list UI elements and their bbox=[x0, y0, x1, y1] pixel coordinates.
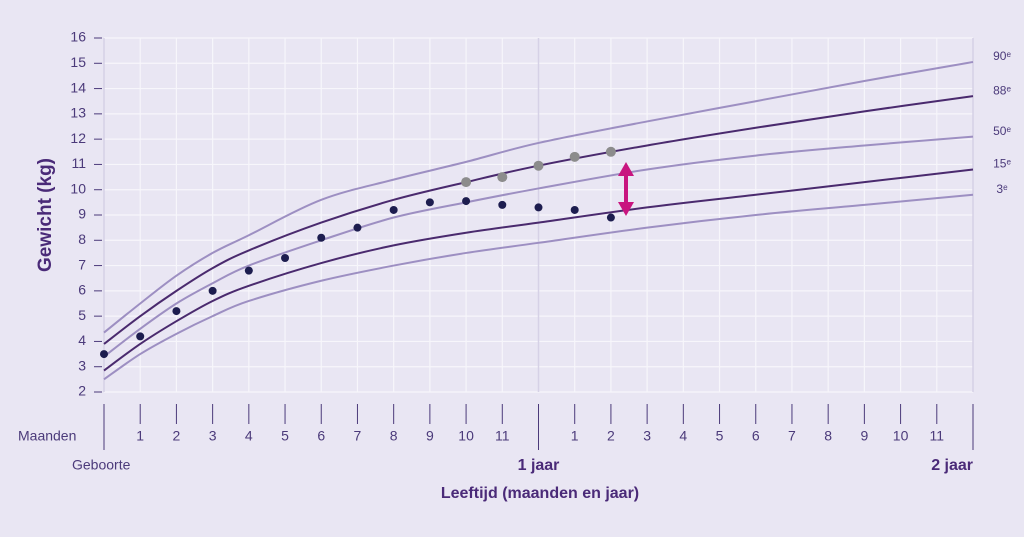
x-tick-label: 1 bbox=[571, 428, 579, 444]
x-tick-label: 11 bbox=[930, 428, 945, 444]
y-tick-label: 12 bbox=[70, 130, 86, 146]
year-label: 2 jaar bbox=[931, 457, 973, 474]
data-point bbox=[244, 266, 253, 275]
x-tick-label: 4 bbox=[245, 428, 253, 444]
year-label: 1 jaar bbox=[518, 457, 560, 474]
x-tick-label: 5 bbox=[281, 428, 289, 444]
data-point bbox=[569, 151, 580, 162]
x-tick-label: 6 bbox=[317, 428, 325, 444]
x-unit-label: Maanden bbox=[18, 428, 76, 444]
data-point bbox=[534, 203, 543, 212]
data-point bbox=[605, 146, 616, 157]
x-tick-label: 9 bbox=[860, 428, 868, 444]
x-tick-label: 1 bbox=[136, 428, 144, 444]
data-point bbox=[570, 205, 579, 214]
x-tick-label: 9 bbox=[426, 428, 434, 444]
data-point bbox=[498, 200, 507, 209]
y-tick-label: 13 bbox=[70, 105, 86, 121]
year-label: Geboorte bbox=[72, 457, 131, 473]
percentile-curve bbox=[103, 193, 974, 381]
x-tick-label: 6 bbox=[752, 428, 760, 444]
y-tick-label: 16 bbox=[70, 29, 86, 45]
data-point bbox=[533, 160, 544, 171]
curve-label: 15ᵉ bbox=[993, 157, 1011, 171]
x-tick-label: 2 bbox=[173, 428, 181, 444]
y-tick-label: 8 bbox=[78, 231, 86, 247]
y-tick-label: 6 bbox=[78, 282, 86, 298]
x-tick-label: 7 bbox=[788, 428, 796, 444]
y-tick-label: 5 bbox=[78, 307, 86, 323]
x-tick-label: 8 bbox=[824, 428, 832, 444]
y-tick-label: 4 bbox=[78, 332, 86, 348]
x-tick-label: 8 bbox=[390, 428, 398, 444]
data-point bbox=[353, 223, 362, 232]
curve-label: 50ᵉ bbox=[993, 124, 1011, 138]
curve-label: 90ᵉ bbox=[993, 49, 1011, 63]
curve-label: 3ᵉ bbox=[996, 182, 1008, 196]
data-point bbox=[461, 177, 472, 188]
x-tick-label: 2 bbox=[607, 428, 615, 444]
arrow-head bbox=[618, 162, 634, 176]
x-axis-title: Leeftijd (maanden en jaar) bbox=[441, 485, 639, 502]
y-tick-label: 15 bbox=[70, 54, 86, 70]
data-point bbox=[281, 253, 290, 262]
data-point bbox=[389, 205, 398, 214]
data-point bbox=[497, 172, 508, 183]
percentile-curve bbox=[103, 168, 974, 372]
x-tick-label: 3 bbox=[643, 428, 651, 444]
data-point bbox=[100, 350, 108, 359]
y-tick-label: 11 bbox=[71, 155, 86, 171]
arrow-head bbox=[618, 202, 634, 216]
x-tick-label: 3 bbox=[209, 428, 217, 444]
data-point bbox=[172, 307, 181, 316]
x-tick-label: 10 bbox=[458, 428, 474, 444]
data-point bbox=[606, 213, 615, 222]
data-point bbox=[462, 197, 471, 206]
y-tick-label: 14 bbox=[70, 79, 86, 95]
curve-label: 88ᵉ bbox=[993, 83, 1011, 97]
percentile-curve bbox=[103, 61, 974, 334]
y-tick-label: 9 bbox=[78, 206, 86, 222]
data-point bbox=[208, 286, 217, 295]
x-tick-label: 5 bbox=[716, 428, 724, 444]
y-tick-label: 7 bbox=[78, 256, 86, 272]
y-tick-label: 10 bbox=[70, 180, 86, 196]
x-tick-label: 4 bbox=[679, 428, 687, 444]
percentile-curve bbox=[103, 95, 974, 345]
data-point bbox=[317, 233, 326, 242]
x-tick-label: 7 bbox=[354, 428, 362, 444]
x-tick-label: 10 bbox=[893, 428, 909, 444]
data-point bbox=[425, 198, 434, 207]
y-axis-title: Gewicht (kg) bbox=[35, 158, 56, 272]
y-tick-label: 3 bbox=[78, 357, 86, 373]
percentile-curve bbox=[103, 135, 974, 358]
x-tick-label: 11 bbox=[495, 428, 510, 444]
data-point bbox=[136, 332, 145, 341]
y-tick-label: 2 bbox=[78, 383, 86, 399]
